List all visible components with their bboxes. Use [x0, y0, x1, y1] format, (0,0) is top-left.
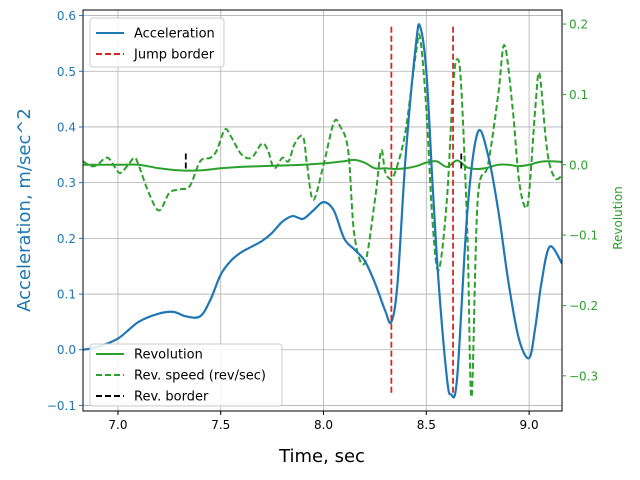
legend-label-revolution: Revolution [134, 348, 203, 363]
grid [83, 10, 562, 411]
y-axis-right: −0.3 −0.2 −0.1 0.0 0.1 0.2 [562, 18, 598, 383]
series-line-acceleration [83, 23, 562, 399]
legend-label-jump-border: Jump border [133, 48, 215, 63]
series-line-revolution [83, 158, 562, 172]
y-right-tick-label: −0.3 [569, 369, 598, 383]
plot-frame [82, 9, 563, 412]
x-tick-label: 9.0 [520, 418, 539, 432]
y-left-tick-label: 0.4 [57, 120, 76, 134]
y-left-tick-label: 0.2 [57, 232, 76, 246]
series-layer [83, 23, 562, 399]
y-left-tick-label: 0.3 [57, 176, 76, 190]
x-axis: 7.0 7.5 8.0 8.5 9.0 [108, 411, 539, 432]
x-tick-label: 7.5 [211, 418, 230, 432]
y-left-tick-label: 0.5 [57, 65, 76, 79]
legend-upper-left: Acceleration Jump border [89, 17, 225, 68]
y-axis-left: −0.1 0.0 0.1 0.2 0.3 0.4 0.5 0.6 [47, 9, 83, 413]
y-right-tick-label: 0.0 [569, 158, 588, 172]
legend-lower-left: Revolution Rev. speed (rev/sec) Rev. bor… [89, 343, 283, 407]
y-left-tick-label: 0.6 [57, 9, 76, 23]
x-tick-label: 7.0 [108, 418, 127, 432]
x-tick-label: 8.5 [417, 418, 436, 432]
x-axis-label: Time, sec [278, 446, 365, 467]
y-left-tick-label: 0.0 [57, 343, 76, 357]
y-left-tick-label: 0.1 [57, 288, 76, 302]
legend-label-rev-border: Rev. border [134, 390, 209, 405]
y-right-tick-label: −0.2 [569, 299, 598, 313]
legend-label-acceleration: Acceleration [134, 27, 215, 42]
y-right-tick-label: 0.2 [569, 18, 588, 32]
legend-label-rev-speed: Rev. speed (rev/sec) [134, 369, 266, 384]
y-left-tick-label: −0.1 [47, 399, 76, 413]
y-right-tick-label: 0.1 [569, 88, 588, 102]
y-axis-left-label: Acceleration, m/sec^2 [14, 108, 35, 312]
x-tick-label: 8.0 [314, 418, 333, 432]
series-line-rev-speed-rev-sec [83, 33, 562, 398]
y-axis-right-label: Revolution [611, 186, 625, 250]
y-right-tick-label: −0.1 [569, 229, 598, 243]
